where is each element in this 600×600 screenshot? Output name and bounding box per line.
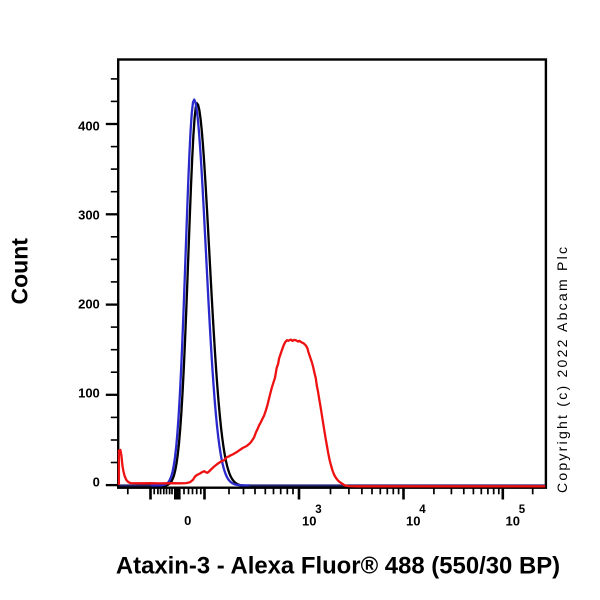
- svg-text:0: 0: [184, 513, 191, 528]
- svg-text:4: 4: [419, 504, 426, 516]
- svg-text:10: 10: [506, 513, 520, 528]
- svg-text:Copyright (c) 2022 Abcam Plc: Copyright (c) 2022 Abcam Plc: [554, 245, 570, 493]
- svg-text:200: 200: [78, 297, 100, 312]
- svg-text:10: 10: [406, 513, 420, 528]
- svg-text:10: 10: [302, 513, 316, 528]
- svg-text:5: 5: [519, 504, 526, 516]
- svg-text:400: 400: [78, 118, 100, 133]
- svg-text:300: 300: [78, 208, 100, 223]
- svg-text:100: 100: [78, 386, 100, 401]
- svg-text:3: 3: [315, 504, 321, 516]
- svg-text:Ataxin-3 - Alexa Fluor® 488 (5: Ataxin-3 - Alexa Fluor® 488 (550/30 BP): [116, 552, 560, 579]
- svg-text:0: 0: [93, 475, 100, 490]
- svg-text:Count: Count: [7, 238, 33, 305]
